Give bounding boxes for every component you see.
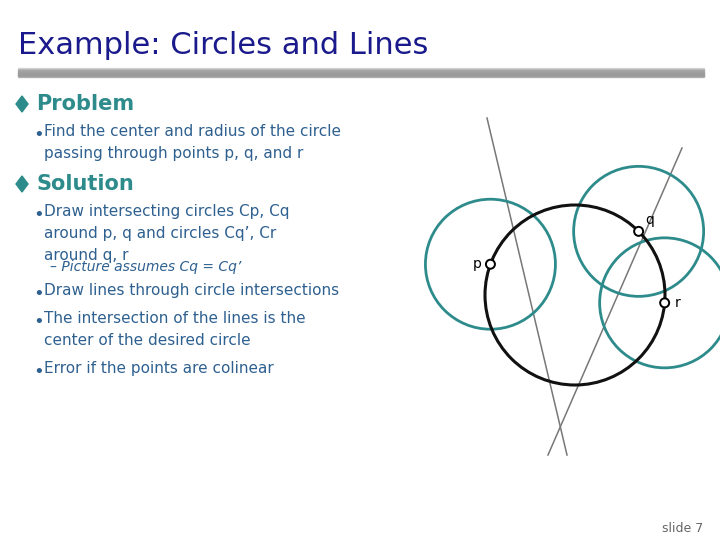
Bar xyxy=(18,75,704,77)
Text: Draw lines through circle intersections: Draw lines through circle intersections xyxy=(44,283,339,298)
Bar xyxy=(18,70,704,71)
Text: r: r xyxy=(675,296,680,310)
Text: •: • xyxy=(33,313,44,331)
Text: •: • xyxy=(33,126,44,144)
Bar xyxy=(18,71,704,72)
Text: •: • xyxy=(33,206,44,224)
Text: Error if the points are colinear: Error if the points are colinear xyxy=(44,361,274,376)
Text: Find the center and radius of the circle
passing through points p, q, and r: Find the center and radius of the circle… xyxy=(44,124,341,161)
Text: – Picture assumes Cq = Cq’: – Picture assumes Cq = Cq’ xyxy=(50,260,241,274)
Text: Solution: Solution xyxy=(36,174,134,194)
Text: •: • xyxy=(33,285,44,303)
Text: Example: Circles and Lines: Example: Circles and Lines xyxy=(18,30,428,59)
Polygon shape xyxy=(16,176,28,192)
Text: Problem: Problem xyxy=(36,94,134,114)
Circle shape xyxy=(634,227,643,236)
Text: q: q xyxy=(645,213,654,227)
Bar xyxy=(18,74,704,76)
Text: slide 7: slide 7 xyxy=(662,522,703,535)
Circle shape xyxy=(486,260,495,269)
Bar xyxy=(18,68,704,70)
Bar xyxy=(18,72,704,73)
Circle shape xyxy=(660,298,669,307)
Text: p: p xyxy=(473,257,482,271)
Bar xyxy=(18,69,704,71)
Bar xyxy=(18,73,704,75)
Polygon shape xyxy=(16,96,28,112)
Text: Draw intersecting circles Cp, Cq
around p, q and circles Cq’, Cr
around q, r: Draw intersecting circles Cp, Cq around … xyxy=(44,204,289,264)
Text: •: • xyxy=(33,363,44,381)
Text: The intersection of the lines is the
center of the desired circle: The intersection of the lines is the cen… xyxy=(44,311,305,348)
